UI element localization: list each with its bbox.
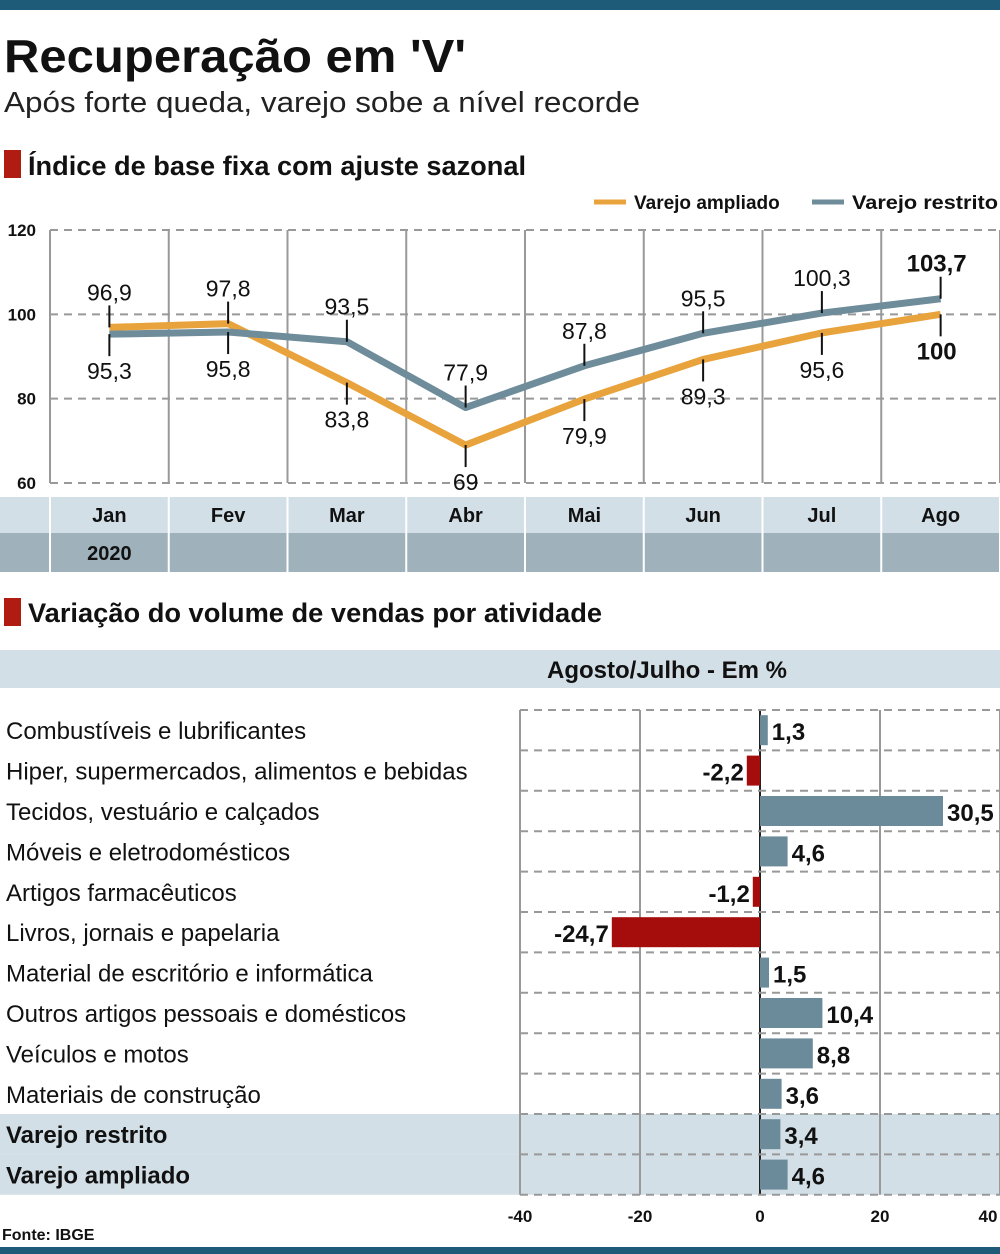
- data-label-restrito: 93,5: [324, 294, 369, 320]
- highlight-row: [0, 1114, 1000, 1155]
- data-label-ampliado: 96,9: [87, 279, 132, 305]
- data-label-ampliado: 89,3: [681, 383, 726, 409]
- category-label: Material de escritório e informática: [6, 961, 373, 988]
- data-label-ampliado: 69: [453, 469, 479, 495]
- x-tick-label: -20: [628, 1207, 653, 1226]
- y-tick-label: 80: [17, 390, 36, 409]
- bar-value-label: 4,6: [792, 840, 825, 867]
- bar: [760, 836, 788, 867]
- category-label: Varejo ampliado: [6, 1163, 190, 1190]
- bar: [760, 715, 768, 746]
- bar-value-label: 8,8: [817, 1042, 850, 1069]
- category-label: Artigos farmacêuticos: [6, 880, 237, 907]
- year-band: [0, 533, 1000, 572]
- bar-value-label: -24,7: [554, 921, 609, 948]
- page-subtitle: Após forte queda, varejo sobe a nível re…: [4, 87, 640, 119]
- bar-value-label: 3,4: [784, 1123, 818, 1150]
- y-tick-label: 60: [17, 474, 36, 493]
- category-label: Outros artigos pessoais e domésticos: [6, 1001, 406, 1028]
- x-tick-label: 40: [979, 1207, 998, 1226]
- category-label: Combustíveis e lubrificantes: [6, 718, 306, 745]
- data-label-restrito: 95,8: [206, 356, 251, 382]
- x-tick-label: -40: [508, 1207, 533, 1226]
- data-label-restrito: 77,9: [443, 360, 488, 386]
- x-tick-label: Jan: [92, 505, 126, 527]
- legend-label-restrito: Varejo restrito: [852, 193, 998, 214]
- data-label-ampliado: 83,8: [324, 407, 369, 433]
- category-label: Tecidos, vestuário e calçados: [6, 799, 320, 826]
- category-label: Hiper, supermercados, alimentos e bebida…: [6, 759, 468, 786]
- bar: [760, 1159, 788, 1190]
- bar-value-label: 10,4: [826, 1002, 873, 1029]
- bar: [760, 796, 943, 826]
- x-tick-label: Fev: [211, 505, 246, 527]
- bar-value-label: 4,6: [792, 1164, 825, 1191]
- x-tick-label: Mar: [329, 505, 365, 527]
- bar: [611, 917, 760, 948]
- top-frame-bar: [0, 0, 1000, 10]
- data-label-ampliado: 97,8: [206, 276, 251, 302]
- bar-chart: Agosto/Julho - Em % -40 -20 0 20 40 Combustíve…: [0, 650, 1000, 1226]
- x-tick-label: 0: [755, 1207, 764, 1226]
- subtitle-band: [0, 650, 1000, 688]
- bar: [746, 755, 760, 786]
- data-label-restrito: 103,7: [907, 251, 967, 278]
- page-title: Recuperação em 'V': [4, 30, 466, 82]
- x-tick-label: Jun: [685, 505, 721, 527]
- bar: [760, 1038, 813, 1069]
- series-line-restrito: [109, 295, 942, 412]
- category-label: Móveis e eletrodomésticos: [6, 839, 290, 866]
- category-label: Livros, jornais e papelaria: [6, 920, 280, 947]
- bar: [760, 998, 823, 1028]
- highlight-row: [0, 1154, 1000, 1195]
- bar-value-label: 30,5: [947, 800, 994, 827]
- data-label-restrito: 95,3: [87, 358, 132, 384]
- bar-value-label: 1,3: [772, 719, 805, 746]
- bar-value-label: -1,2: [708, 881, 749, 908]
- data-label-restrito: 95,5: [681, 285, 726, 311]
- legend: Varejo ampliado Varejo restrito: [594, 193, 998, 214]
- legend-label-ampliado: Varejo ampliado: [634, 193, 780, 214]
- category-label: Veículos e motos: [6, 1041, 189, 1068]
- bar-value-label: 1,5: [773, 962, 806, 989]
- x-tick-label: 20: [871, 1207, 890, 1226]
- data-label-restrito: 87,8: [562, 318, 607, 344]
- bar: [752, 876, 760, 907]
- bar: [760, 1078, 782, 1109]
- data-label-ampliado: 95,6: [799, 357, 844, 383]
- section-marker: [4, 598, 21, 626]
- data-label-ampliado: 79,9: [562, 423, 607, 449]
- bar: [760, 1119, 781, 1150]
- month-band: [0, 497, 1000, 533]
- x-tick-label: Ago: [921, 505, 960, 527]
- y-tick-label: 100: [8, 305, 36, 324]
- x-tick-label: Mai: [568, 505, 601, 527]
- bar-chart-title: Variação do volume de vendas por ativida…: [28, 598, 602, 628]
- bar-chart-subtitle: Agosto/Julho - Em %: [547, 657, 787, 684]
- y-tick-label: 120: [8, 221, 36, 240]
- x-tick-label: Jul: [807, 505, 836, 527]
- section-marker: [4, 150, 21, 178]
- bar-value-label: -2,2: [702, 760, 743, 787]
- data-label-restrito: 100,3: [793, 265, 851, 291]
- category-label: Varejo restrito: [6, 1122, 167, 1149]
- x-tick-label: Abr: [448, 505, 483, 527]
- bottom-frame-bar: [0, 1247, 1000, 1254]
- year-label: 2020: [87, 543, 132, 565]
- bar-value-label: 3,6: [786, 1083, 819, 1110]
- line-chart: 60 80 100 120 Jan Fev Mar Abr Mai Jun Jul Ago 2020 96…: [0, 221, 1000, 572]
- bar: [760, 957, 769, 988]
- source-note: Fonte: IBGE: [2, 1227, 95, 1244]
- data-label-ampliado: 100: [917, 338, 957, 365]
- line-chart-title: Índice de base fixa com ajuste sazonal: [28, 150, 526, 181]
- category-label: Materiais de construção: [6, 1082, 261, 1109]
